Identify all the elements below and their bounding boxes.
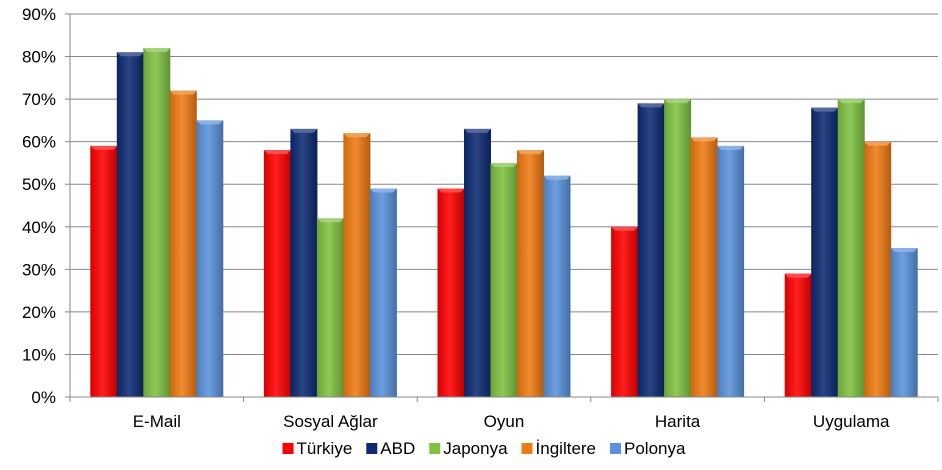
legend-label: Türkiye	[297, 439, 353, 458]
bar-Japonya-Harita	[664, 99, 692, 397]
bar-ABD-Sosyal Ağlar	[290, 128, 318, 397]
bar-Japonya-Oyun	[490, 162, 518, 397]
legend-item: ABD	[366, 439, 415, 458]
bar-top-bevel	[864, 141, 892, 146]
axes	[65, 13, 939, 402]
bar-top-bevel	[637, 103, 665, 108]
bar-Türkiye-Uygulama	[784, 273, 812, 397]
bar-ABD-Oyun	[464, 128, 491, 397]
bar-top-bevel	[517, 150, 544, 155]
bar-Japonya-Uygulama	[837, 99, 865, 397]
legend-label: İngiltere	[536, 439, 596, 458]
bar-top-bevel	[90, 145, 118, 150]
x-category-label: Oyun	[484, 412, 525, 431]
legend-swatch	[521, 443, 533, 454]
y-axis-tick-labels: 0% 10% 20% 30% 40% 50% 60% 70% 80% 90%	[22, 5, 56, 407]
bar-top-bevel	[811, 107, 839, 112]
bar-top-bevel	[837, 99, 865, 104]
bar-top-bevel	[664, 99, 692, 104]
bar-top-bevel	[290, 128, 318, 133]
bar-top-bevel	[611, 226, 639, 231]
y-tick-label: 80%	[22, 48, 56, 67]
bar-İngiltere-Harita	[690, 137, 718, 397]
bar-top-bevel	[890, 248, 918, 253]
bar-top-bevel	[490, 162, 518, 167]
bar-İngiltere-Uygulama	[864, 141, 892, 397]
legend: Türkiye ABD Japonya İngiltere Polonya	[282, 439, 686, 458]
bar-İngiltere-Sosyal Ağlar	[343, 133, 371, 397]
bar-ABD-E-Mail	[116, 52, 144, 398]
bar-top-bevel	[543, 175, 571, 180]
bar-Polonya-E-Mail	[196, 120, 224, 397]
y-tick-label: 30%	[22, 260, 56, 279]
legend-item: Japonya	[429, 439, 508, 458]
bars	[90, 48, 918, 398]
y-tick-label: 10%	[22, 345, 56, 364]
bar-Japonya-E-Mail	[143, 48, 171, 398]
bar-top-bevel	[196, 120, 224, 125]
y-tick-label: 50%	[22, 175, 56, 194]
bar-top-bevel	[784, 273, 812, 278]
y-tick-label: 60%	[22, 133, 56, 152]
bar-ABD-Harita	[637, 103, 665, 397]
legend-item: Polonya	[610, 439, 686, 458]
bar-Japonya-Sosyal Ağlar	[316, 218, 344, 397]
x-category-label: Uygulama	[813, 412, 890, 431]
legend-label: Polonya	[624, 439, 686, 458]
bar-top-bevel	[263, 150, 291, 155]
bar-top-bevel	[369, 188, 397, 193]
legend-swatch	[282, 443, 294, 454]
bar-Polonya-Sosyal Ağlar	[369, 188, 397, 397]
bar-top-bevel	[690, 137, 718, 142]
bar-Türkiye-E-Mail	[90, 145, 118, 397]
y-tick-label: 20%	[22, 303, 56, 322]
legend-swatch	[366, 443, 378, 454]
bar-İngiltere-Oyun	[517, 150, 544, 397]
x-category-label: E-Mail	[133, 412, 181, 431]
bar-İngiltere-E-Mail	[169, 90, 197, 397]
y-tick-label: 70%	[22, 90, 56, 109]
y-tick-label: 90%	[22, 5, 56, 24]
bar-ABD-Uygulama	[811, 107, 839, 397]
x-axis-category-labels: E-Mail Sosyal Ağlar Oyun Harita Uygulama	[133, 412, 890, 431]
x-category-label: Harita	[655, 412, 701, 431]
bar-top-bevel	[437, 188, 465, 193]
bar-top-bevel	[116, 52, 144, 57]
legend-item: Türkiye	[282, 439, 353, 458]
bar-Polonya-Uygulama	[890, 248, 918, 397]
bar-Polonya-Harita	[717, 145, 745, 397]
bar-Polonya-Oyun	[543, 175, 571, 397]
y-tick-label: 0%	[31, 388, 56, 407]
legend-label: Japonya	[443, 439, 508, 458]
bar-top-bevel	[143, 48, 171, 53]
y-tick-label: 40%	[22, 218, 56, 237]
bar-Türkiye-Sosyal Ağlar	[263, 150, 291, 397]
bar-Türkiye-Oyun	[437, 188, 465, 397]
bar-top-bevel	[464, 128, 491, 133]
legend-item: İngiltere	[521, 439, 596, 458]
legend-swatch	[429, 443, 441, 454]
bar-top-bevel	[169, 90, 197, 95]
legend-label: ABD	[380, 439, 415, 458]
bar-top-bevel	[717, 145, 745, 150]
bar-top-bevel	[316, 218, 344, 223]
x-category-label: Sosyal Ağlar	[283, 412, 378, 431]
bar-Türkiye-Harita	[611, 226, 639, 397]
bar-top-bevel	[343, 133, 371, 138]
legend-swatch	[610, 443, 622, 454]
